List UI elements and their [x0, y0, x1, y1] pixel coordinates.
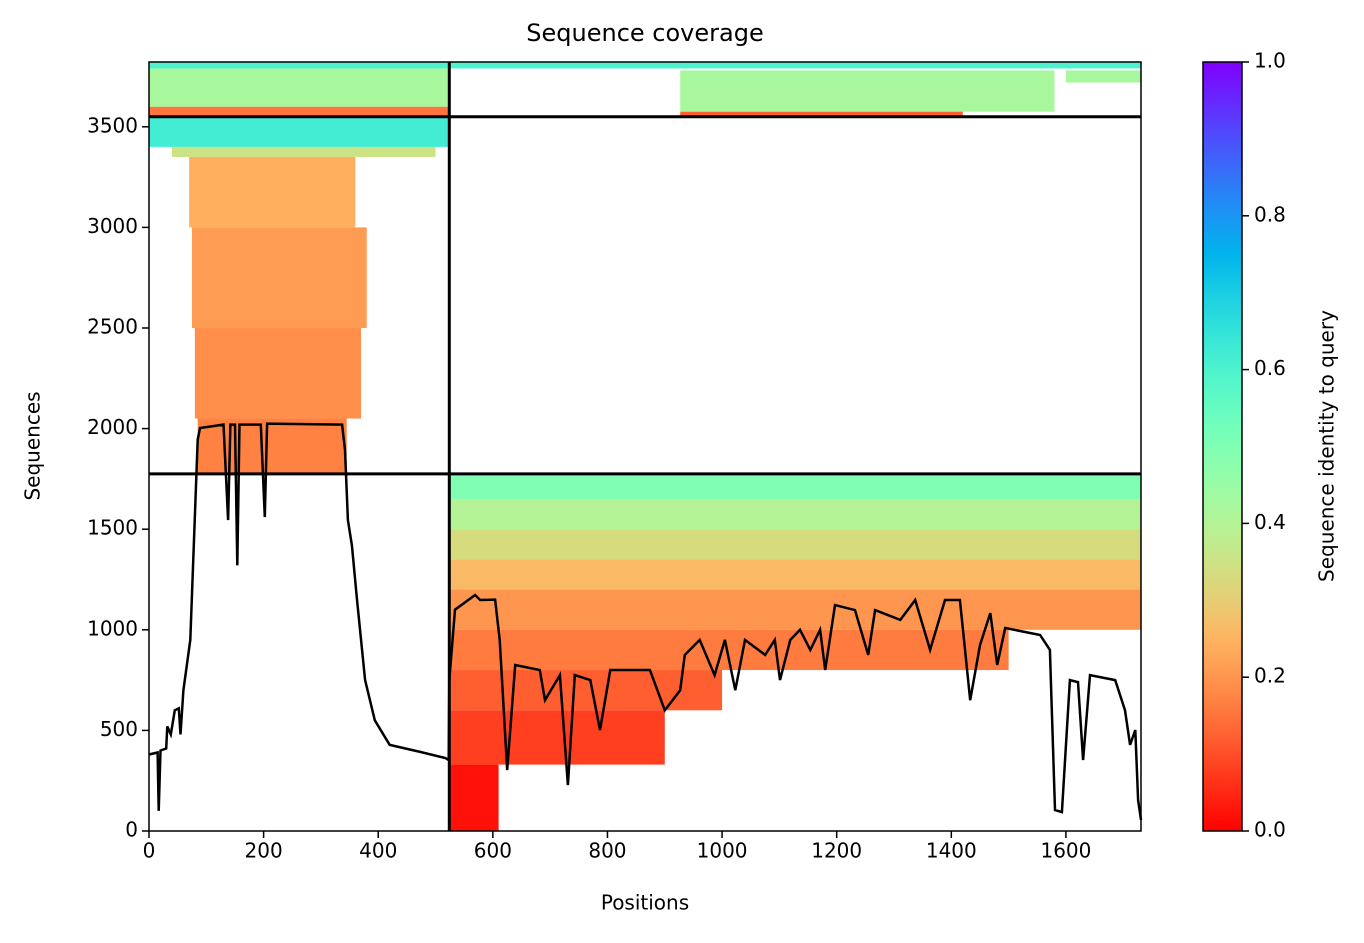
coverage-block: [449, 499, 1141, 530]
coverage-block: [191, 227, 367, 328]
colorbar-tick-label: 0.0: [1254, 818, 1286, 842]
x-tick-label: 1600: [1040, 839, 1091, 863]
coverage-block: [1065, 70, 1141, 83]
colorbar-label: Sequence identity to query: [1315, 310, 1339, 582]
coverage-block: [197, 418, 347, 474]
x-tick-label: 0: [143, 839, 156, 863]
coverage-block: [449, 710, 665, 765]
coverage-block: [194, 327, 362, 419]
colorbar-tick-label: 0.6: [1254, 356, 1286, 380]
coverage-block: [149, 116, 449, 147]
coverage-block: [149, 62, 449, 69]
y-tick-label: 500: [100, 717, 138, 741]
colorbar: [1202, 61, 1243, 832]
coverage-block: [149, 106, 449, 117]
y-tick-label: 0: [125, 818, 138, 842]
x-tick-label: 800: [588, 839, 626, 863]
x-tick-label: 1400: [926, 839, 977, 863]
plot-frame: [148, 61, 1142, 832]
coverage-block: [449, 529, 1141, 560]
coverage-block: [449, 559, 1141, 590]
colorbar-tick-label: 0.4: [1254, 510, 1286, 534]
coverage-block: [171, 146, 436, 157]
x-tick-label: 1000: [697, 839, 748, 863]
coverage-block: [149, 68, 449, 107]
coverage-block: [680, 111, 963, 116]
coverage-block: [680, 70, 1055, 112]
coverage-block: [449, 670, 723, 711]
coverage-block: [189, 156, 356, 228]
y-axis-label: Sequences: [21, 391, 45, 500]
y-tick-label: 2000: [87, 415, 138, 439]
coverage-block: [449, 473, 1141, 500]
chart-title: Sequence coverage: [526, 19, 763, 47]
coverage-block: [449, 62, 1141, 69]
colorbar-tick-label: 0.2: [1254, 664, 1286, 688]
colorbar-tick-label: 1.0: [1254, 49, 1286, 73]
x-tick-label: 400: [359, 839, 397, 863]
x-tick-label: 200: [245, 839, 283, 863]
coverage-line: [148, 422, 1143, 821]
y-tick-label: 1500: [87, 516, 138, 540]
y-tick-label: 2500: [87, 314, 138, 338]
y-tick-label: 1000: [87, 616, 138, 640]
x-tick-label: 600: [474, 839, 512, 863]
coverage-block: [449, 589, 1141, 630]
colorbar-tick-label: 0.8: [1254, 202, 1286, 226]
x-axis-label: Positions: [601, 891, 689, 915]
x-tick-label: 1200: [811, 839, 862, 863]
y-tick-label: 3500: [87, 113, 138, 137]
y-tick-label: 3000: [87, 214, 138, 238]
coverage-block: [449, 764, 499, 831]
